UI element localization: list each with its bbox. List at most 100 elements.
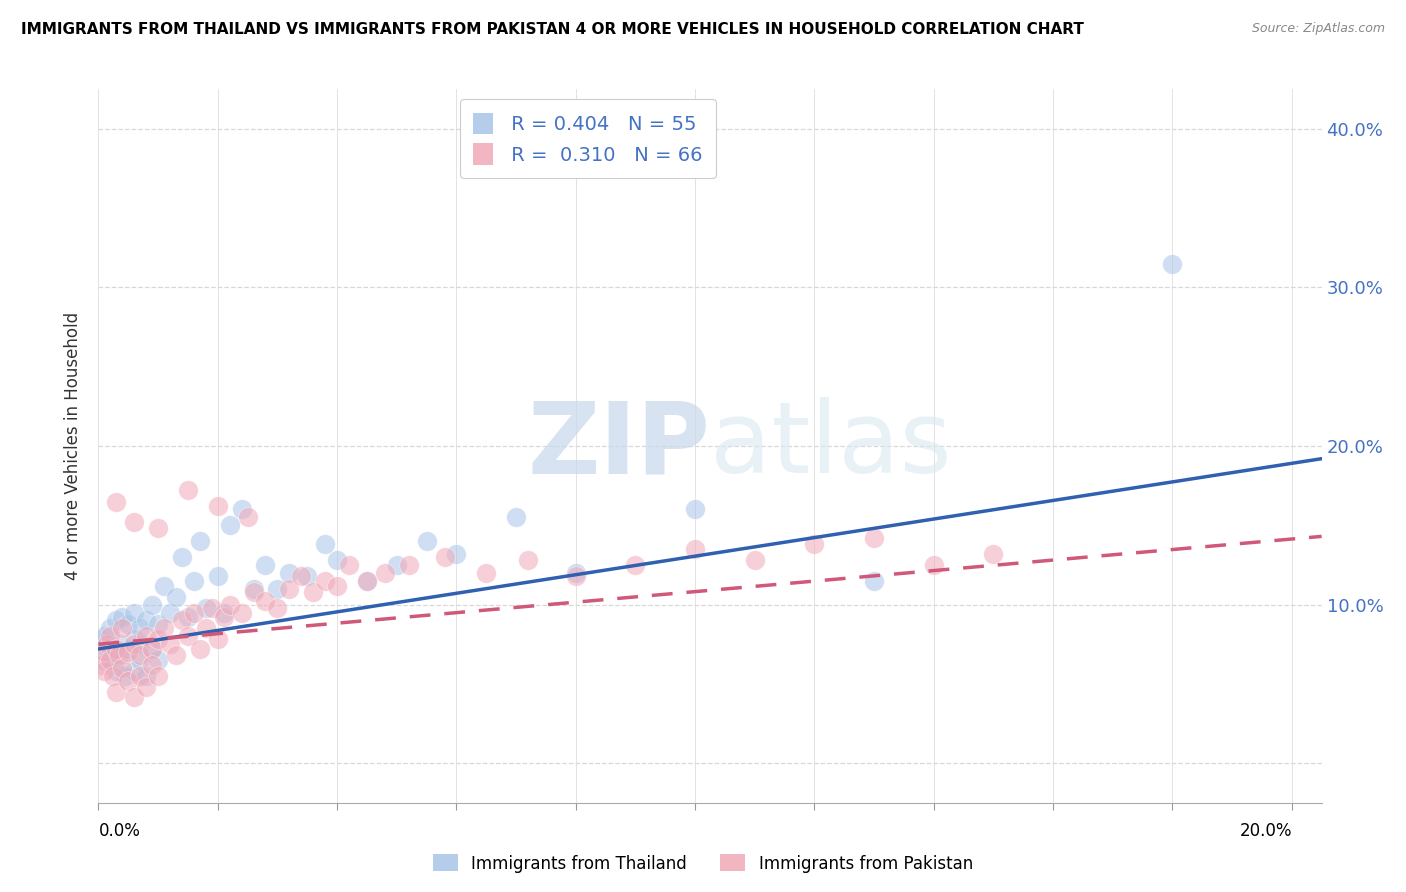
Point (337, 558, 360, 572)
Point (278, 582, 301, 596)
Text: 20.0%: 20.0% (1239, 822, 1292, 840)
Point (108, 648, 131, 663)
Point (135, 614, 157, 628)
Point (326, 578, 349, 592)
Point (103, 657, 125, 672)
Point (153, 578, 176, 592)
Point (266, 600, 288, 615)
Point (141, 642, 163, 657)
Point (141, 642, 163, 657)
Point (194, 621, 217, 635)
Point (159, 637, 181, 651)
Point (114, 669, 136, 683)
Point (188, 534, 211, 549)
Text: ZIP: ZIP (527, 398, 710, 494)
Point (129, 653, 152, 667)
Point (170, 549, 193, 564)
Point (475, 566, 498, 580)
Point (129, 637, 152, 651)
Point (146, 632, 169, 647)
Point (236, 510, 259, 524)
Text: Source: ZipAtlas.com: Source: ZipAtlas.com (1251, 22, 1385, 36)
Point (108, 637, 131, 651)
Point (863, 531, 886, 545)
Point (98, 629, 121, 643)
Point (863, 574, 886, 588)
Point (96, 642, 118, 657)
Point (183, 606, 205, 620)
Point (922, 558, 945, 572)
Point (231, 606, 253, 620)
Point (165, 590, 187, 604)
Point (111, 621, 134, 635)
Point (93, 629, 115, 643)
Point (385, 558, 408, 572)
Point (98, 621, 121, 635)
Point (218, 598, 240, 612)
Point (122, 690, 145, 704)
Point (111, 610, 134, 624)
Point (90, 632, 112, 647)
Legend:  R = 0.404   N = 55,  R =  0.310   N = 66: R = 0.404 N = 55, R = 0.310 N = 66 (460, 99, 716, 178)
Point (90, 657, 112, 672)
Point (565, 566, 588, 580)
Point (505, 510, 527, 524)
Point (159, 606, 181, 620)
Point (129, 621, 152, 635)
Point (314, 537, 336, 551)
Point (103, 669, 125, 683)
Point (207, 632, 229, 647)
Point (146, 616, 169, 631)
Point (446, 547, 468, 561)
Text: atlas: atlas (710, 398, 952, 494)
Point (356, 574, 378, 588)
Point (207, 569, 229, 583)
Point (93, 653, 115, 667)
Point (177, 629, 200, 643)
Point (254, 558, 277, 572)
Point (177, 610, 200, 624)
Point (141, 598, 163, 612)
Point (188, 642, 211, 657)
Point (415, 534, 437, 549)
Point (314, 574, 336, 588)
Point (803, 537, 825, 551)
Point (302, 585, 325, 599)
Point (201, 600, 224, 615)
Point (117, 673, 139, 688)
Y-axis label: 4 or more Vehicles in Household: 4 or more Vehicles in Household (65, 312, 83, 580)
Point (683, 542, 706, 557)
Point (141, 657, 163, 672)
Legend: Immigrants from Thailand, Immigrants from Pakistan: Immigrants from Thailand, Immigrants fro… (426, 847, 980, 880)
Point (565, 569, 588, 583)
Point (135, 629, 157, 643)
Point (194, 600, 217, 615)
Point (122, 664, 145, 678)
Point (290, 569, 312, 583)
Point (146, 669, 169, 683)
Point (356, 574, 378, 588)
Point (297, 569, 319, 583)
Point (683, 502, 706, 516)
Point (117, 642, 139, 657)
Point (122, 632, 145, 647)
Point (624, 558, 647, 572)
Point (278, 566, 301, 580)
Point (242, 582, 264, 596)
Point (135, 669, 157, 683)
Point (146, 653, 169, 667)
Point (105, 642, 128, 657)
Point (177, 483, 200, 498)
Point (135, 680, 157, 694)
Point (93, 645, 115, 659)
Point (122, 637, 145, 651)
Point (517, 553, 540, 567)
Point (212, 610, 235, 624)
Point (98, 648, 121, 663)
Point (744, 553, 766, 567)
Point (117, 616, 139, 631)
Point (96, 637, 118, 651)
Point (231, 502, 253, 516)
Point (170, 614, 193, 628)
Point (105, 685, 128, 699)
